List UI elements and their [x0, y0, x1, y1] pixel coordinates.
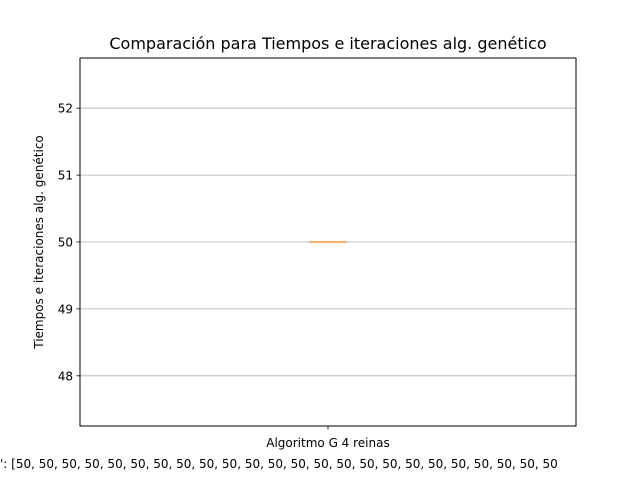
- y-tick-label-3: 51: [58, 169, 73, 183]
- chart-title: Comparación para Tiempos e iteraciones a…: [109, 34, 546, 53]
- y-tick-label-4: 52: [58, 102, 73, 116]
- x-axis-data-annotation: ': [50, 50, 50, 50, 50, 50, 50, 50, 50, …: [0, 457, 558, 471]
- x-tick-label-0: Algoritmo G 4 reinas: [266, 436, 389, 450]
- y-tick-label-2: 50: [58, 236, 73, 250]
- y-axis-ticks: 48 49 50 51 52: [58, 102, 80, 383]
- y-tick-label-0: 48: [58, 369, 73, 383]
- x-axis-ticks: Algoritmo G 4 reinas: [266, 426, 390, 450]
- y-axis-label: Tiempos e iteraciones alg. genético: [32, 135, 46, 350]
- y-tick-label-1: 49: [58, 302, 73, 316]
